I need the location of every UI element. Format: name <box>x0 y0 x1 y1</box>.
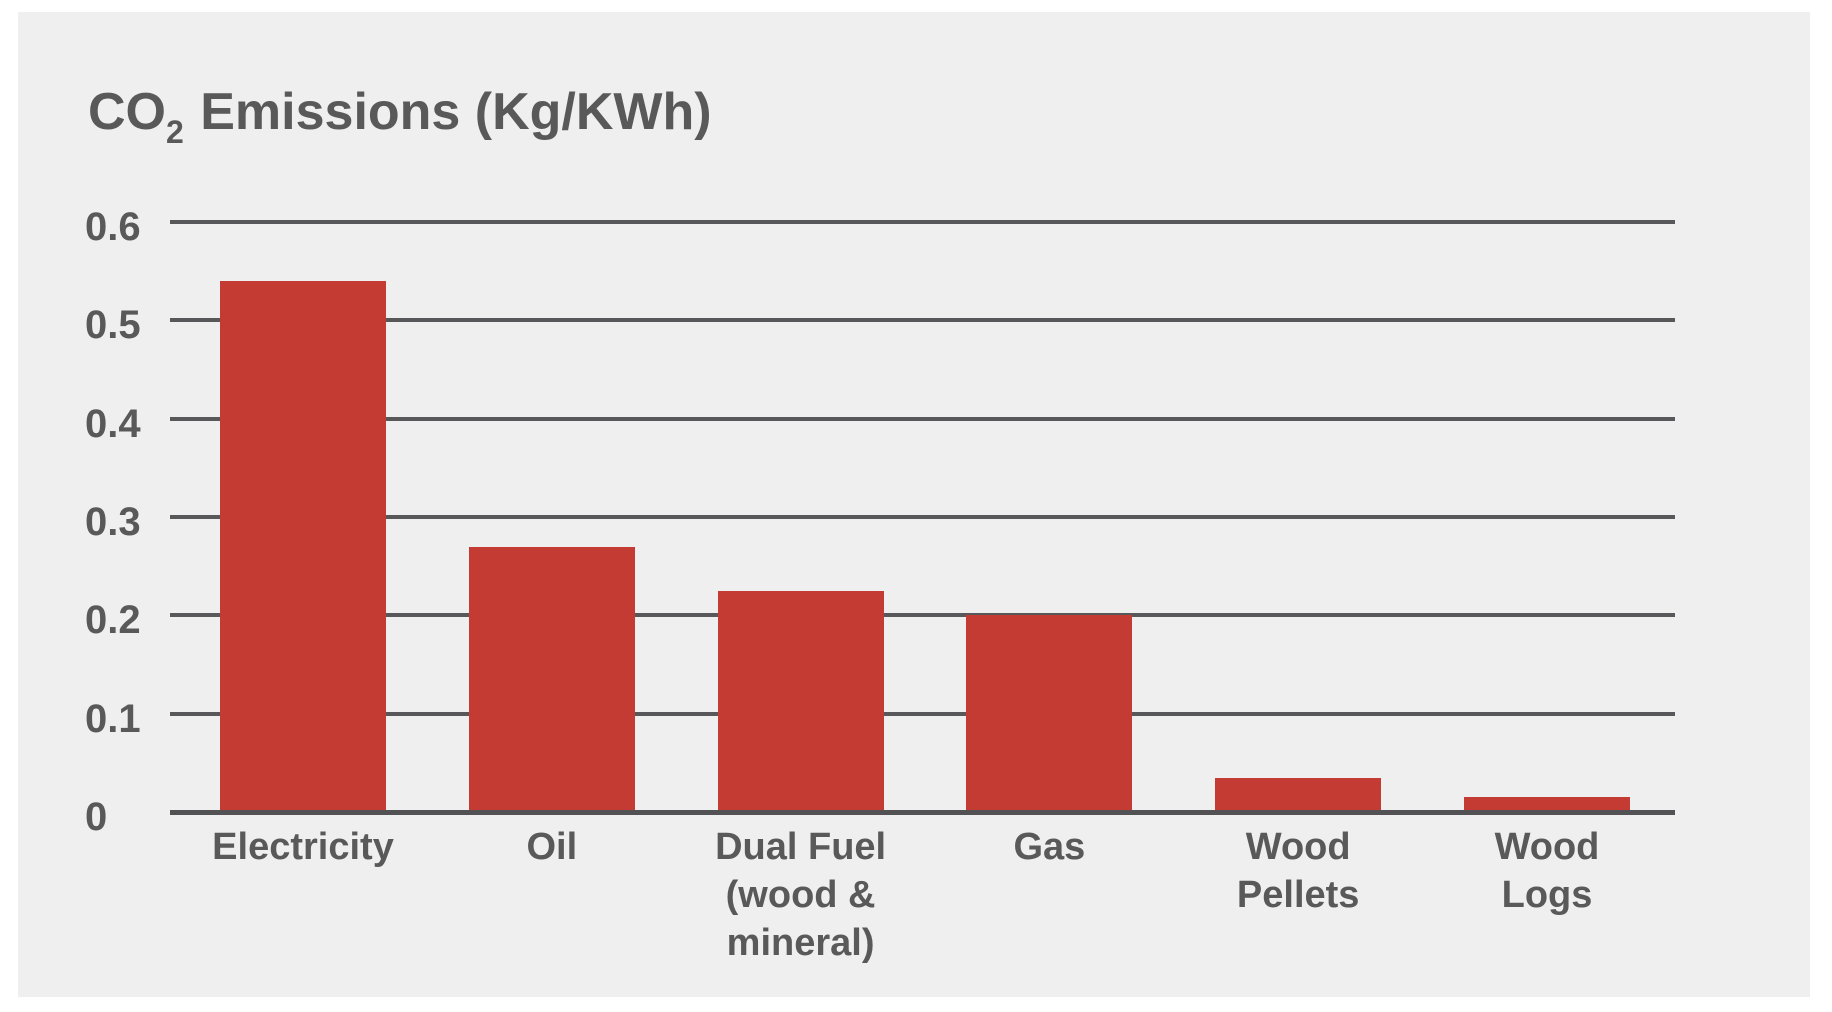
bar-gas <box>966 615 1133 812</box>
y-tick-label-0.5: 0.5 <box>85 303 141 348</box>
chart-title-prefix: CO <box>88 83 166 141</box>
chart-title: CO2 Emissions (Kg/KWh) <box>88 82 712 151</box>
gridline-0.2 <box>170 613 1675 618</box>
gridline-0.4 <box>170 416 1675 421</box>
y-tick-label-0.2: 0.2 <box>85 598 141 643</box>
chart-title-suffix: Emissions (Kg/KWh) <box>185 83 712 141</box>
chart-title-subscript: 2 <box>166 114 184 150</box>
gridline-0.1 <box>170 711 1675 716</box>
y-tick-label-0.4: 0.4 <box>85 401 141 446</box>
y-tick-label-0: 0 <box>85 795 108 839</box>
x-axis-label-wood-logs: Wood Logs <box>1494 826 1600 916</box>
y-tick-label-0.6: 0.6 <box>85 205 141 249</box>
bar-electricity <box>220 281 386 812</box>
y-tick-label-0.1: 0.1 <box>85 696 141 741</box>
x-axis-line <box>170 809 1675 815</box>
bar-wood-pellets <box>1215 777 1382 812</box>
x-axis-label-oil: Oil <box>526 826 578 868</box>
gridline-0.5 <box>170 318 1675 323</box>
x-axis-label-wood-pellets: Wood Pellets <box>1236 826 1360 916</box>
bar-wood-logs <box>1464 797 1630 812</box>
gridline-0.3 <box>170 515 1675 519</box>
bar-oil <box>468 546 635 812</box>
bar-dual-fuel-wood-mineral <box>717 590 884 812</box>
x-axis-label-gas: Gas <box>1013 826 1086 868</box>
gridline-0.6 <box>170 220 1675 224</box>
x-axis-label-electricity: Electricity <box>212 826 394 868</box>
x-axis-label-dual-fuel-wood-mineral: Dual Fuel (wood & mineral) <box>715 826 887 964</box>
y-tick-label-0.3: 0.3 <box>85 500 141 544</box>
